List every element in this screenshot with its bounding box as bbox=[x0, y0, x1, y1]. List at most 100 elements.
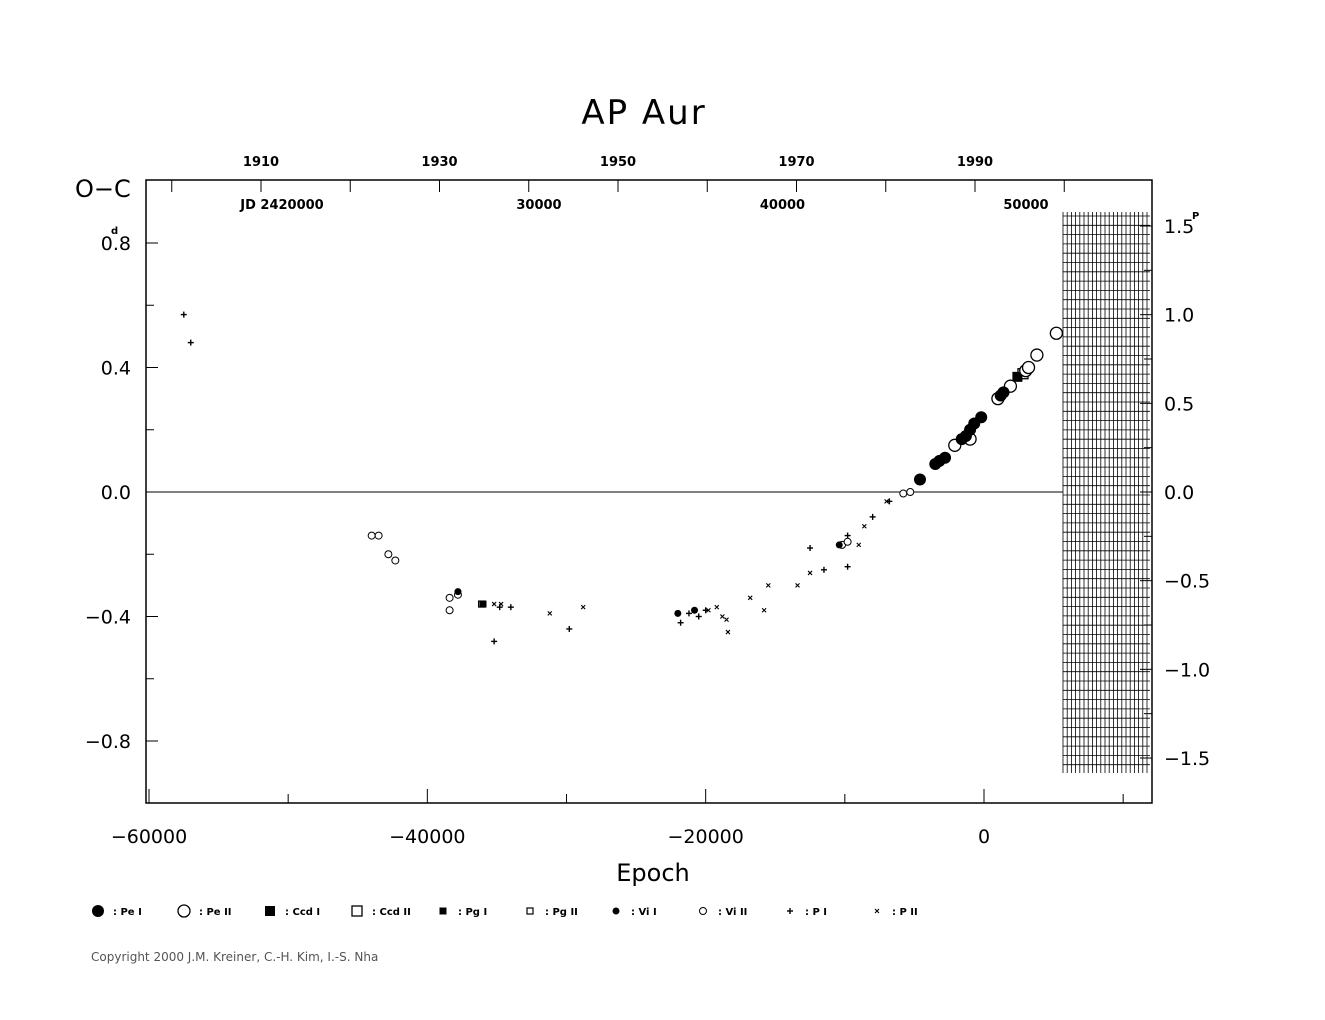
legend-item: : Vi II bbox=[699, 907, 747, 918]
data-point-p-i bbox=[677, 619, 684, 626]
data-point-p-ii bbox=[724, 617, 729, 623]
data-point-p-i bbox=[491, 638, 498, 645]
legend-marker bbox=[351, 905, 363, 917]
data-point-p-i bbox=[844, 532, 851, 539]
cross-b bbox=[547, 610, 553, 616]
legend-label: : Ccd II bbox=[372, 907, 411, 918]
y2-unit-label: P bbox=[1192, 211, 1199, 222]
legend-label: : Pg I bbox=[458, 907, 487, 918]
x-tick-label: 0 bbox=[978, 826, 990, 848]
data-point-vi-ii bbox=[906, 488, 915, 496]
data-point-vi-ii bbox=[445, 606, 454, 615]
data-point-p-ii bbox=[795, 582, 800, 588]
data-point-p-ii bbox=[714, 604, 720, 610]
legend-label: : Pg II bbox=[545, 907, 578, 918]
data-point-vi-ii bbox=[391, 556, 400, 565]
legend-item: : Pe I bbox=[92, 905, 142, 918]
year-tick-label: 1990 bbox=[957, 155, 993, 170]
legend-marker bbox=[787, 908, 793, 914]
data-point-p-i bbox=[566, 625, 573, 632]
cross-b bbox=[874, 908, 880, 914]
y-tick-label: 0.4 bbox=[101, 358, 131, 380]
legend-label: : Vi I bbox=[631, 907, 657, 918]
data-point-pe-ii bbox=[1021, 360, 1036, 375]
data-point-vi-ii bbox=[899, 489, 908, 498]
data-point-p-ii bbox=[719, 614, 725, 619]
y2-tick-label: −0.5 bbox=[1164, 571, 1210, 593]
legend-marker bbox=[612, 907, 620, 915]
y-axis-title: O−C bbox=[75, 175, 131, 203]
y-tick-label: 0.8 bbox=[101, 233, 131, 255]
y-tick-label: −0.8 bbox=[85, 731, 131, 753]
data-point-p-ii bbox=[856, 542, 862, 548]
data-point-p-ii bbox=[807, 570, 813, 576]
legend-marker bbox=[874, 908, 880, 914]
legend-label: : Pe II bbox=[199, 907, 232, 918]
data-point-p-ii bbox=[761, 607, 767, 613]
chart-title: AP Aur bbox=[581, 93, 706, 133]
y2-tick-label: −1.0 bbox=[1164, 659, 1210, 681]
data-point-p-i bbox=[685, 610, 692, 617]
data-point-p-ii bbox=[547, 610, 553, 616]
data-point-p-ii bbox=[725, 629, 731, 635]
cross-b bbox=[714, 604, 720, 610]
year-tick-label: 1970 bbox=[778, 155, 814, 170]
data-point-ccd-i bbox=[1012, 371, 1023, 382]
data-point-vi-ii bbox=[374, 531, 383, 540]
data-point-pe-i bbox=[913, 473, 926, 486]
legend-marker bbox=[265, 906, 275, 916]
data-point-vi-i bbox=[454, 588, 462, 596]
legend-item: : Pg II bbox=[526, 907, 578, 918]
cross-b bbox=[580, 604, 586, 610]
copyright-text: Copyright 2000 J.M. Kreiner, C.-H. Kim, … bbox=[91, 950, 378, 964]
y-tick-label: −0.4 bbox=[85, 607, 131, 629]
legend-item: : Pe II bbox=[177, 904, 232, 918]
data-point-pe-i bbox=[997, 386, 1010, 399]
data-point-vi-i bbox=[835, 541, 843, 549]
marks-layer bbox=[180, 311, 1064, 645]
x-tick-label: −20000 bbox=[667, 826, 743, 848]
legend-item: : Ccd II bbox=[351, 905, 411, 918]
data-point-p-i bbox=[187, 339, 194, 346]
legend-item: : Vi I bbox=[612, 907, 657, 918]
data-point-p-i bbox=[507, 604, 514, 611]
cross-b bbox=[491, 601, 497, 607]
data-point-p-ii bbox=[861, 523, 867, 529]
cross-b bbox=[719, 614, 725, 619]
legend-label: : Ccd I bbox=[285, 907, 320, 918]
data-point-p-i bbox=[820, 566, 827, 573]
y2-tick-label: 1.0 bbox=[1164, 305, 1194, 327]
data-point-p-i bbox=[807, 545, 814, 552]
data-point-p-ii bbox=[747, 595, 753, 601]
legend-item: : P II bbox=[874, 907, 918, 918]
y2-tick-label: −1.5 bbox=[1164, 748, 1210, 770]
y2-tick-label: 1.5 bbox=[1164, 216, 1194, 238]
jd-prefix-label: JD 2420000 bbox=[239, 198, 323, 213]
data-point-p-i bbox=[869, 513, 876, 520]
legend-item: : P I bbox=[787, 907, 827, 918]
data-point-p-i bbox=[496, 604, 503, 611]
cross-b bbox=[725, 629, 731, 635]
jd-tick-label: 40000 bbox=[760, 198, 805, 213]
data-point-vi-i bbox=[674, 609, 682, 617]
data-point-p-i bbox=[886, 498, 893, 505]
jd-tick-label: 50000 bbox=[1003, 198, 1048, 213]
y-unit-label: d bbox=[111, 226, 118, 237]
data-point-p-ii bbox=[491, 601, 497, 607]
jd-tick-label: 30000 bbox=[516, 198, 561, 213]
data-point-vi-ii bbox=[384, 550, 393, 559]
y2-tick-label: 0.0 bbox=[1164, 482, 1194, 504]
legend-marker bbox=[92, 905, 104, 917]
cross-b bbox=[765, 582, 771, 588]
cross-b bbox=[724, 617, 729, 623]
cross-b bbox=[807, 570, 813, 576]
legend-marker bbox=[699, 907, 707, 915]
data-point-pe-ii bbox=[1049, 326, 1064, 340]
data-point-pg-i bbox=[479, 600, 487, 608]
axes-layer: −60000 −40000 −20000 0 Epoch −0.8 −0.4 0.0 0.4 0.… bbox=[75, 93, 1210, 887]
y2-tick-label: 0.5 bbox=[1164, 393, 1194, 415]
y-tick-label: 0.0 bbox=[101, 482, 131, 504]
year-tick-label: 1910 bbox=[243, 155, 279, 170]
legend-label: : P I bbox=[805, 907, 827, 918]
